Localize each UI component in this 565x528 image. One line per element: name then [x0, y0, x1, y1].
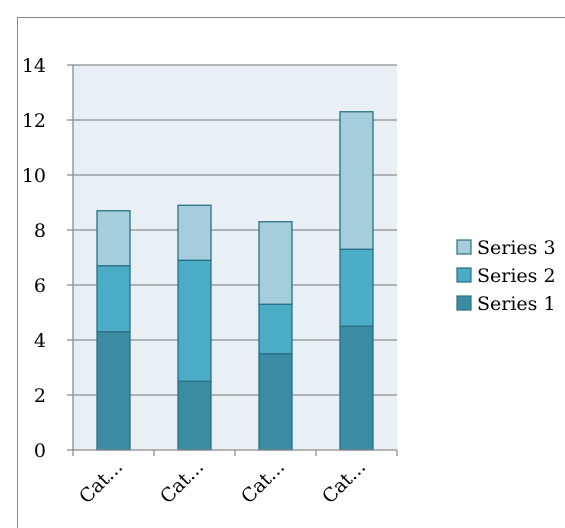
bar-series-2-cat-1 [96, 265, 131, 333]
y-tick-label: 2 [34, 385, 46, 407]
y-tick-label: 14 [22, 55, 46, 77]
y-tick-label: 6 [34, 275, 46, 297]
bar-series-3-cat-4 [339, 111, 374, 250]
bar-series-2-cat-2 [177, 259, 212, 382]
bar-series-1-cat-4 [339, 325, 374, 451]
x-category-label: Cat... [237, 456, 289, 508]
legend-swatch [456, 239, 472, 255]
legend-swatch [456, 267, 472, 283]
y-tick-label: 4 [34, 330, 46, 352]
legend-label: Series 2 [477, 265, 556, 287]
y-tick-label: 0 [34, 440, 46, 462]
y-tick-label: 8 [34, 220, 46, 242]
x-category-label: Cat... [318, 456, 370, 508]
legend-label: Series 3 [477, 237, 556, 259]
legend-swatch [456, 295, 472, 311]
bar-series-3-cat-3 [258, 221, 293, 305]
bar-series-3-cat-1 [96, 210, 131, 267]
bar-series-1-cat-3 [258, 353, 293, 451]
x-category-label: Cat... [75, 456, 127, 508]
bar-series-1-cat-1 [96, 331, 131, 451]
legend-label: Series 1 [477, 293, 556, 315]
x-category-label: Cat... [156, 456, 208, 508]
bar-series-3-cat-2 [177, 204, 212, 261]
bar-series-2-cat-3 [258, 303, 293, 355]
bar-series-1-cat-2 [177, 380, 212, 451]
bar-series-2-cat-4 [339, 248, 374, 327]
y-tick-label: 10 [22, 165, 46, 187]
y-tick-label: 12 [22, 110, 46, 132]
